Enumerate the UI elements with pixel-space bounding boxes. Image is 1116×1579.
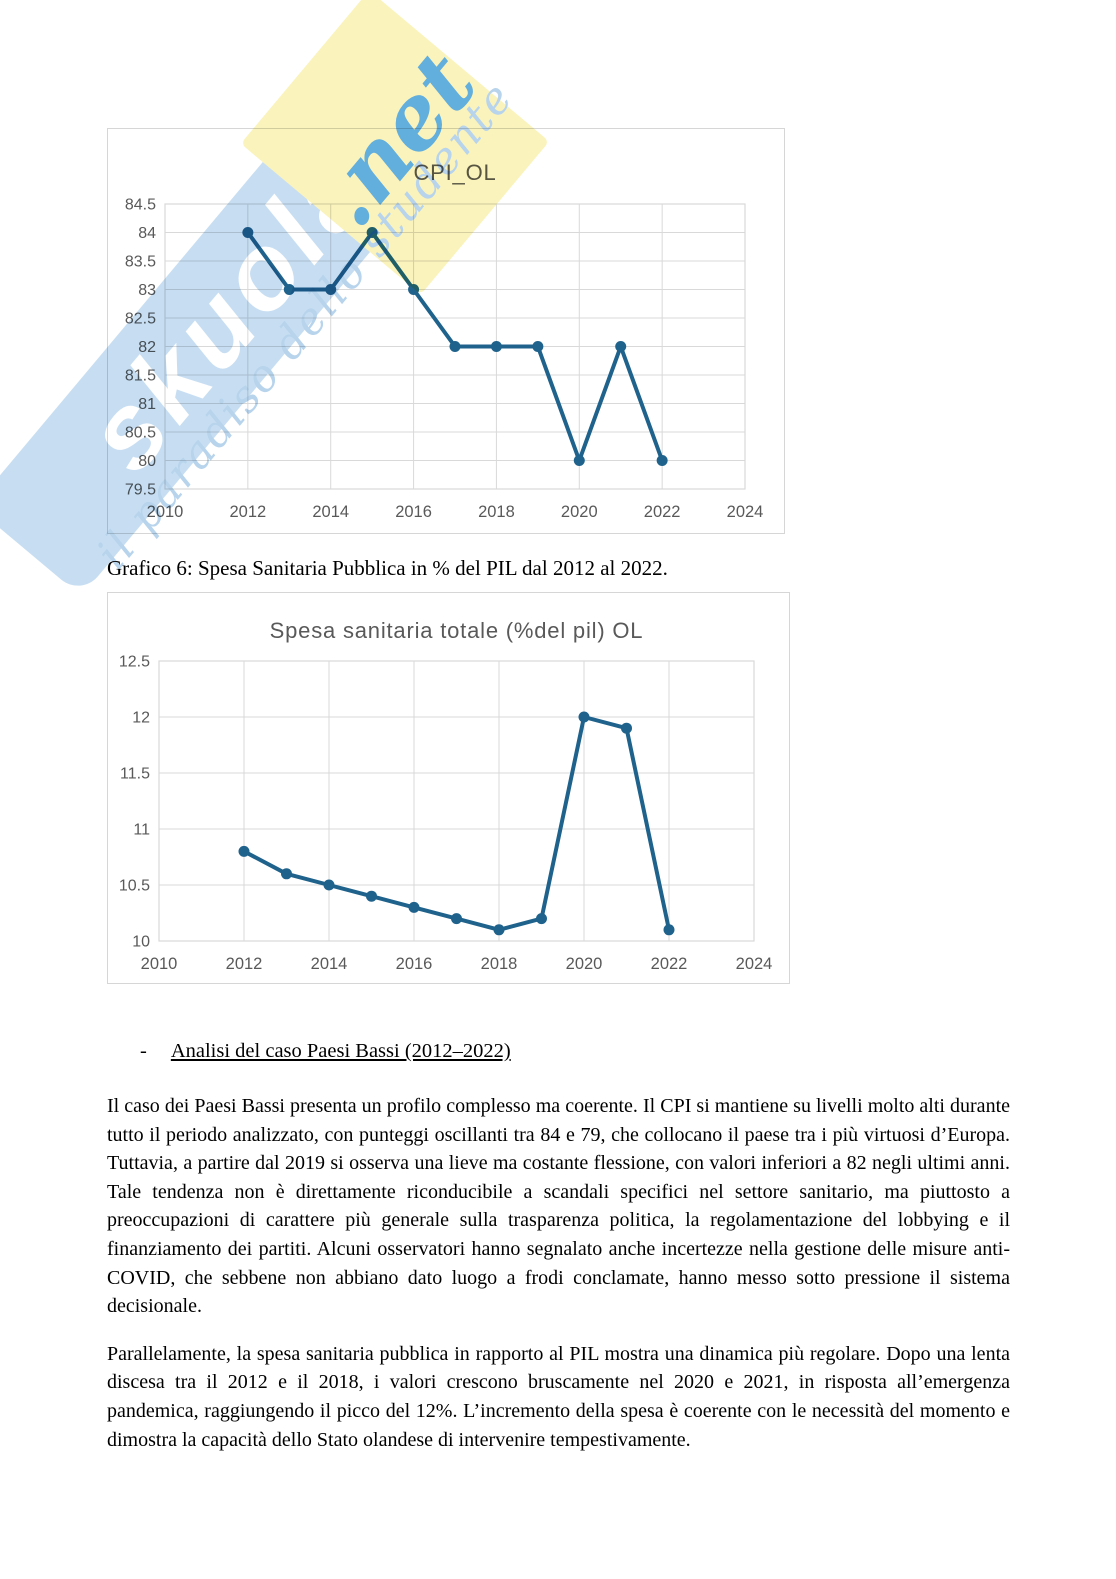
y-axis-tick-label: 81.5: [125, 368, 156, 385]
data-point-marker: [366, 890, 377, 902]
x-axis-tick-label: 2014: [312, 503, 349, 521]
data-point-marker: [408, 901, 420, 913]
x-axis-tick-label: 2024: [736, 955, 773, 973]
x-axis-tick-label: 2020: [566, 955, 603, 973]
plot-area-border: [158, 660, 755, 942]
y-axis-tick-label: 12: [132, 710, 150, 727]
data-series-line: [242, 715, 671, 932]
y-axis-tick-label: 83.5: [125, 254, 156, 271]
x-axis-tick-label: 2012: [229, 503, 266, 521]
x-axis-tick-label: 2012: [226, 955, 263, 973]
x-axis-tick-label: 2010: [147, 503, 184, 521]
chart-title: Spesa sanitaria totale (%del pil) OL: [270, 618, 644, 643]
data-point-marker: [449, 341, 461, 352]
x-axis-tick-label: 2022: [644, 503, 681, 521]
data-point-marker: [663, 924, 675, 936]
y-axis-tick-label: 82: [138, 339, 156, 356]
x-axis-tick-label: 2022: [651, 955, 688, 973]
x-axis-tick-label: 2024: [727, 503, 764, 521]
x-axis-tick-label: 2010: [141, 955, 178, 973]
cpi-line-chart: 79.5 80 80.5 81 81.5 82 82.5 83 83.5 84 84.5 2010 20…: [107, 128, 785, 534]
data-point-marker: [578, 711, 590, 723]
data-point-marker: [408, 284, 420, 295]
x-axis-tick-label: 2020: [561, 503, 598, 521]
y-axis-tick-label: 82.5: [125, 311, 156, 328]
y-axis-tick-label: 84.5: [125, 197, 156, 214]
data-point-marker: [325, 284, 337, 295]
figure-caption: Grafico 6: Spesa Sanitaria Pubblica in %…: [107, 556, 668, 580]
x-axis-tick-label: 2016: [395, 503, 432, 521]
x-axis-tick-label: 2018: [481, 955, 518, 973]
data-point-marker: [281, 868, 292, 880]
y-axis-tick-label: 10.5: [119, 878, 150, 895]
section-heading-row: - Analisi del caso Paesi Bassi (2012–2022…: [107, 1040, 1010, 1063]
data-point-marker: [656, 455, 668, 466]
y-axis-tick-label: 80: [138, 453, 156, 470]
x-axis-tick-label: 2014: [311, 955, 348, 973]
cpi-chart-canvas: 79.5 80 80.5 81 81.5 82 82.5 83 83.5 84 84.5 2010 20…: [125, 160, 764, 521]
data-point-marker: [490, 341, 502, 352]
list-dash: -: [140, 1040, 147, 1062]
x-axis-tick-label: 2018: [478, 503, 515, 521]
data-point-marker: [238, 845, 250, 857]
data-point-marker: [532, 341, 544, 352]
y-axis-tick-label: 12.5: [119, 654, 150, 671]
data-point-marker: [242, 227, 254, 238]
health-spending-line-chart: 10 10.5 11 11.5 12 12.5 2010 2012 2014 2016 2018 20…: [107, 592, 790, 984]
paragraph-cpi-analysis: Il caso dei Paesi Bassi presenta un prof…: [107, 1095, 1010, 1318]
y-axis-tick-label: 11: [133, 822, 150, 839]
data-point-marker: [615, 341, 627, 352]
data-point-marker: [451, 913, 462, 925]
section-heading: Analisi del caso Paesi Bassi (2012–2022): [170, 1040, 511, 1062]
paragraph-spending-analysis: Parallelamente, la spesa sanitaria pubbl…: [107, 1342, 1010, 1451]
x-axis-tick-label: 2016: [396, 955, 433, 973]
data-point-marker: [621, 722, 632, 734]
chart-title: CPI_OL: [413, 160, 496, 185]
data-point-marker: [493, 924, 505, 936]
health-spending-chart-canvas: 10 10.5 11 11.5 12 12.5 2010 2012 2014 2016 2018 20…: [119, 618, 773, 973]
data-point-marker: [536, 913, 547, 925]
analysis-section: - Analisi del caso Paesi Bassi (2012–2022…: [107, 1040, 1010, 1454]
y-axis-tick-label: 80.5: [125, 425, 156, 442]
y-axis-tick-label: 83: [138, 282, 156, 299]
data-point-marker: [573, 455, 585, 466]
y-axis-tick-label: 81: [138, 396, 156, 413]
y-axis-tick-label: 84: [138, 225, 156, 242]
y-axis-tick-label: 10: [132, 934, 150, 951]
data-point-marker: [283, 284, 295, 295]
data-point-marker: [366, 227, 378, 238]
y-axis-tick-label: 11.5: [120, 766, 150, 783]
data-point-marker: [323, 879, 335, 891]
y-axis-tick-label: 79.5: [125, 482, 156, 499]
